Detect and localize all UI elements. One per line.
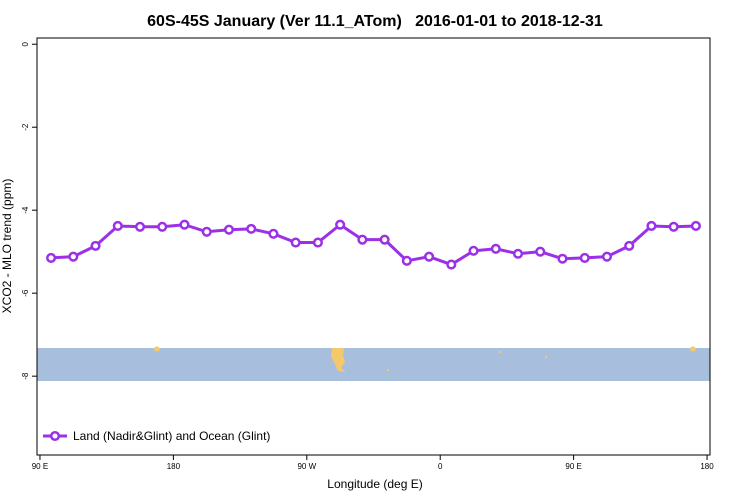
data-point bbox=[490, 243, 501, 254]
x-tick-label: 90 W bbox=[297, 462, 316, 471]
x-tick-label: 180 bbox=[167, 462, 181, 471]
y-tick-label: -2 bbox=[21, 123, 30, 131]
data-point bbox=[68, 251, 79, 262]
data-point bbox=[157, 221, 168, 232]
y-tick-label: -4 bbox=[21, 206, 30, 214]
ocean-band bbox=[37, 348, 710, 381]
land bbox=[545, 356, 547, 358]
data-point bbox=[223, 224, 235, 235]
data-point bbox=[290, 237, 301, 248]
data-point bbox=[357, 234, 368, 245]
land bbox=[331, 348, 346, 372]
y-tick-label: 0 bbox=[21, 41, 30, 46]
series-line bbox=[50, 222, 696, 267]
data-point bbox=[401, 255, 412, 266]
data-point bbox=[46, 252, 57, 263]
data-point bbox=[690, 220, 701, 232]
data-point bbox=[646, 220, 657, 232]
data-point bbox=[512, 248, 524, 259]
data-point bbox=[312, 237, 323, 248]
x-tick-label: 90 E bbox=[565, 462, 581, 471]
data-point bbox=[468, 245, 479, 256]
x-tick-label: 90 E bbox=[32, 462, 48, 471]
data-point bbox=[112, 220, 123, 232]
data-point bbox=[90, 240, 101, 251]
x-tick-label: 180 bbox=[700, 462, 714, 471]
land bbox=[690, 346, 696, 352]
land bbox=[387, 369, 389, 371]
data-point bbox=[579, 252, 590, 263]
legend-label: Land (Nadir&Glint) and Ocean (Glint) bbox=[73, 429, 270, 443]
data-point bbox=[246, 223, 257, 234]
chart-title: 60S-45S January (Ver 11.1_ATom) 2016-01-… bbox=[147, 13, 603, 30]
data-point bbox=[624, 240, 635, 251]
legend-marker bbox=[49, 430, 61, 442]
y-tick-label: -6 bbox=[21, 289, 30, 297]
data-point bbox=[446, 259, 457, 270]
map-band bbox=[37, 346, 710, 381]
data-point bbox=[179, 219, 190, 230]
data-point bbox=[557, 253, 568, 264]
data-point bbox=[668, 221, 679, 232]
land bbox=[154, 346, 160, 352]
plot-frame bbox=[36, 37, 711, 456]
y-axis-label: XCO2 - MLO trend (ppm) bbox=[0, 179, 14, 314]
data-point bbox=[424, 251, 435, 262]
y-tick-label: -8 bbox=[21, 372, 30, 380]
x-tick-label: 0 bbox=[438, 462, 443, 471]
data-point bbox=[335, 219, 346, 230]
data-point bbox=[134, 221, 146, 232]
land bbox=[499, 351, 501, 353]
data-point bbox=[601, 251, 613, 262]
data-point bbox=[201, 226, 212, 237]
data-point bbox=[535, 246, 546, 257]
data-point bbox=[379, 234, 390, 245]
x-axis-label: Longitude (deg E) bbox=[327, 477, 422, 491]
data-point bbox=[268, 228, 279, 239]
